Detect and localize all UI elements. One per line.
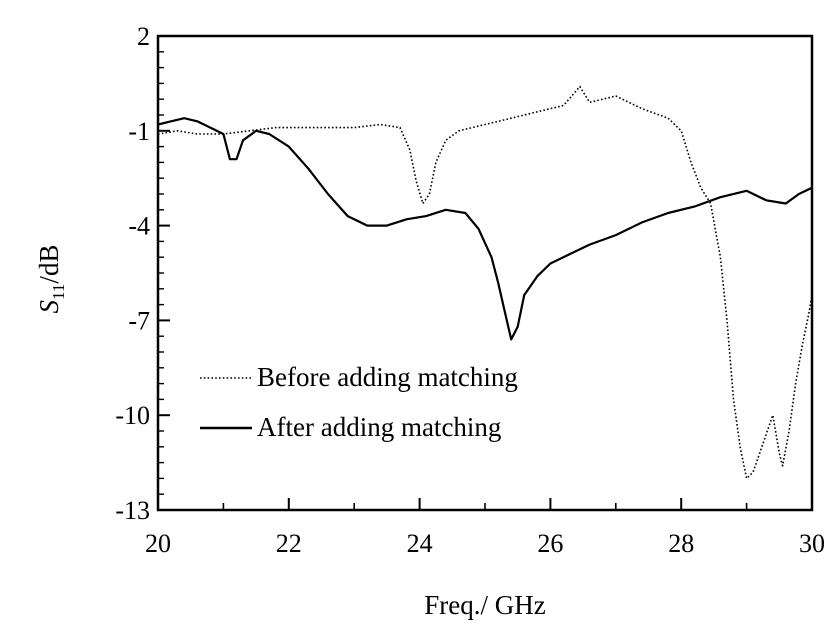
y-tick-label: -10 (115, 401, 150, 430)
y-axis-title-unit: /dB (34, 245, 64, 284)
y-tick-label: -1 (128, 117, 150, 146)
legend: Before adding matching After adding matc… (200, 362, 518, 442)
x-tick-label: 24 (407, 529, 433, 558)
x-tick-label: 20 (145, 529, 171, 558)
legend-label-after: After adding matching (257, 412, 501, 442)
x-tick-label: 30 (799, 529, 825, 558)
x-axis-title: Freq./ GHz (424, 590, 545, 620)
series-line-before (157, 85, 813, 480)
y-tick-label: -13 (115, 496, 150, 525)
legend-label-before: Before adding matching (257, 362, 518, 392)
y-axis-title-sub: 11 (49, 284, 68, 300)
series-layer (157, 85, 813, 480)
axis-ticks (157, 35, 813, 511)
x-tick-label: 22 (276, 529, 302, 558)
y-tick-label: -7 (128, 306, 150, 335)
series-line-after (157, 117, 813, 341)
y-tick-label: 2 (137, 22, 150, 51)
x-tick-label: 28 (668, 529, 694, 558)
y-axis-title-main: S (34, 299, 64, 313)
y-tick-label: -4 (128, 212, 150, 241)
tick-labels: 20 22 24 26 28 30 -13 -10 -7 -4 -1 2 (115, 22, 825, 558)
y-axis-title: S11/dB (34, 245, 68, 314)
x-tick-label: 26 (537, 529, 563, 558)
